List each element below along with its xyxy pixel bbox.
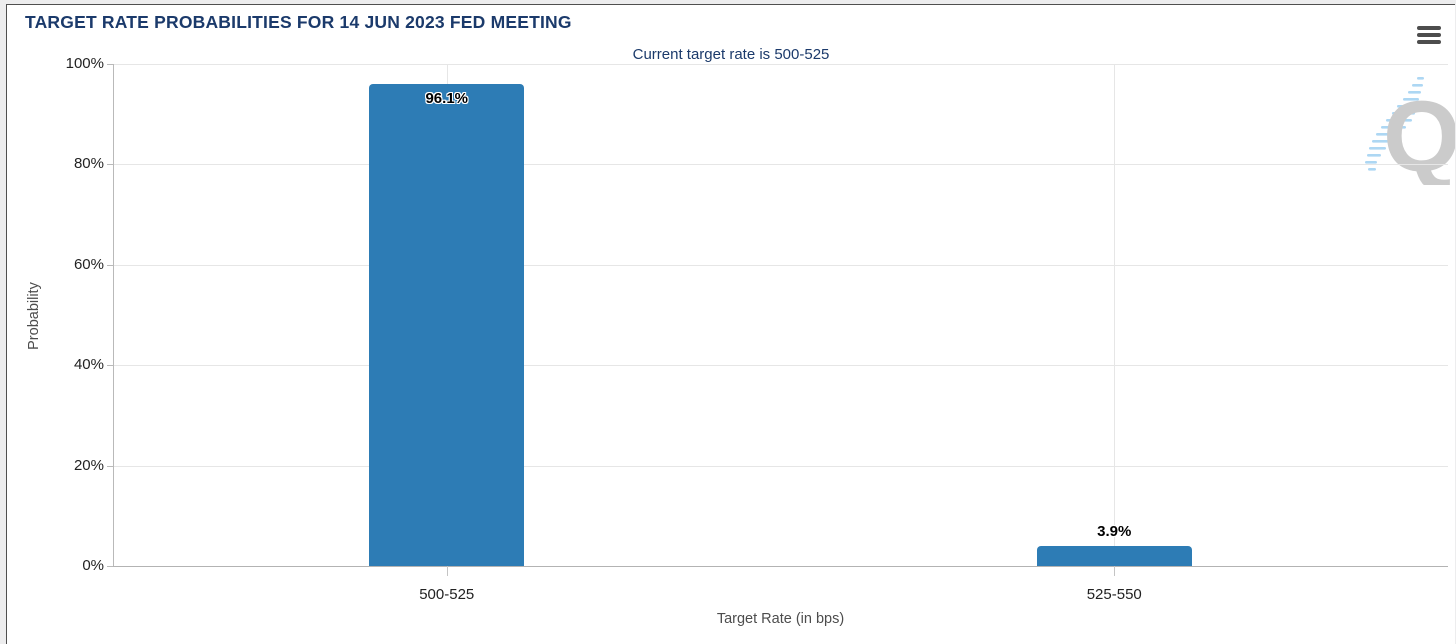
x-axis-line xyxy=(113,566,1448,567)
hamburger-menu-icon xyxy=(1417,40,1441,44)
y-tick-label: 60% xyxy=(73,255,104,273)
y-tick-label: 100% xyxy=(65,55,104,72)
x-axis-title: Target Rate (in bps) xyxy=(716,611,845,627)
plot-area: 0% 20% 40% 60% 80% 100% 96.1% 500-525 3.9% 525-55… xyxy=(7,5,1455,644)
bar-525-550[interactable] xyxy=(1036,546,1192,566)
chart-subtitle: Current target rate is 500-525 xyxy=(632,46,830,63)
fedwatch-chart-card: TARGET RATE PROBABILITIES FOR 14 JUN 202… xyxy=(6,4,1455,644)
x-gridline xyxy=(1114,64,1116,566)
x-tick-label: 525-550 xyxy=(1086,586,1142,603)
y-tick-label: 20% xyxy=(73,456,104,474)
chart-title: TARGET RATE PROBABILITIES FOR 14 JUN 202… xyxy=(25,12,572,32)
y-gridline xyxy=(113,365,1448,367)
y-tick-label: 80% xyxy=(73,155,104,173)
y-axis-tick xyxy=(107,465,113,467)
x-axis-tick xyxy=(446,566,448,576)
y-gridline xyxy=(113,264,1448,266)
bar-value-label: 3.9% xyxy=(1097,523,1132,541)
hamburger-menu-icon xyxy=(1417,26,1441,30)
chart-context-menu-button[interactable] xyxy=(1417,22,1445,48)
y-tick-label: 0% xyxy=(82,557,104,574)
y-tick-label: 40% xyxy=(73,356,104,374)
y-axis-tick xyxy=(107,365,113,367)
y-axis-tick xyxy=(107,264,113,266)
watermark-letter: Q xyxy=(1383,81,1455,185)
y-axis-tick xyxy=(107,566,113,567)
hamburger-menu-icon xyxy=(1417,33,1441,37)
x-tick-label: 500-525 xyxy=(419,586,475,603)
y-axis-tick xyxy=(107,164,113,166)
x-axis-tick xyxy=(1114,566,1116,576)
quandl-watermark-icon: Q xyxy=(1365,77,1455,185)
y-gridline xyxy=(113,465,1448,467)
y-gridline xyxy=(113,64,1448,65)
y-axis-line xyxy=(113,64,114,566)
y-axis-title: Probability xyxy=(26,282,42,350)
bar-value-label: 96.1% xyxy=(425,89,469,107)
y-axis-tick xyxy=(107,64,113,65)
bar-500-525[interactable] xyxy=(369,83,525,566)
y-gridline xyxy=(113,164,1448,166)
